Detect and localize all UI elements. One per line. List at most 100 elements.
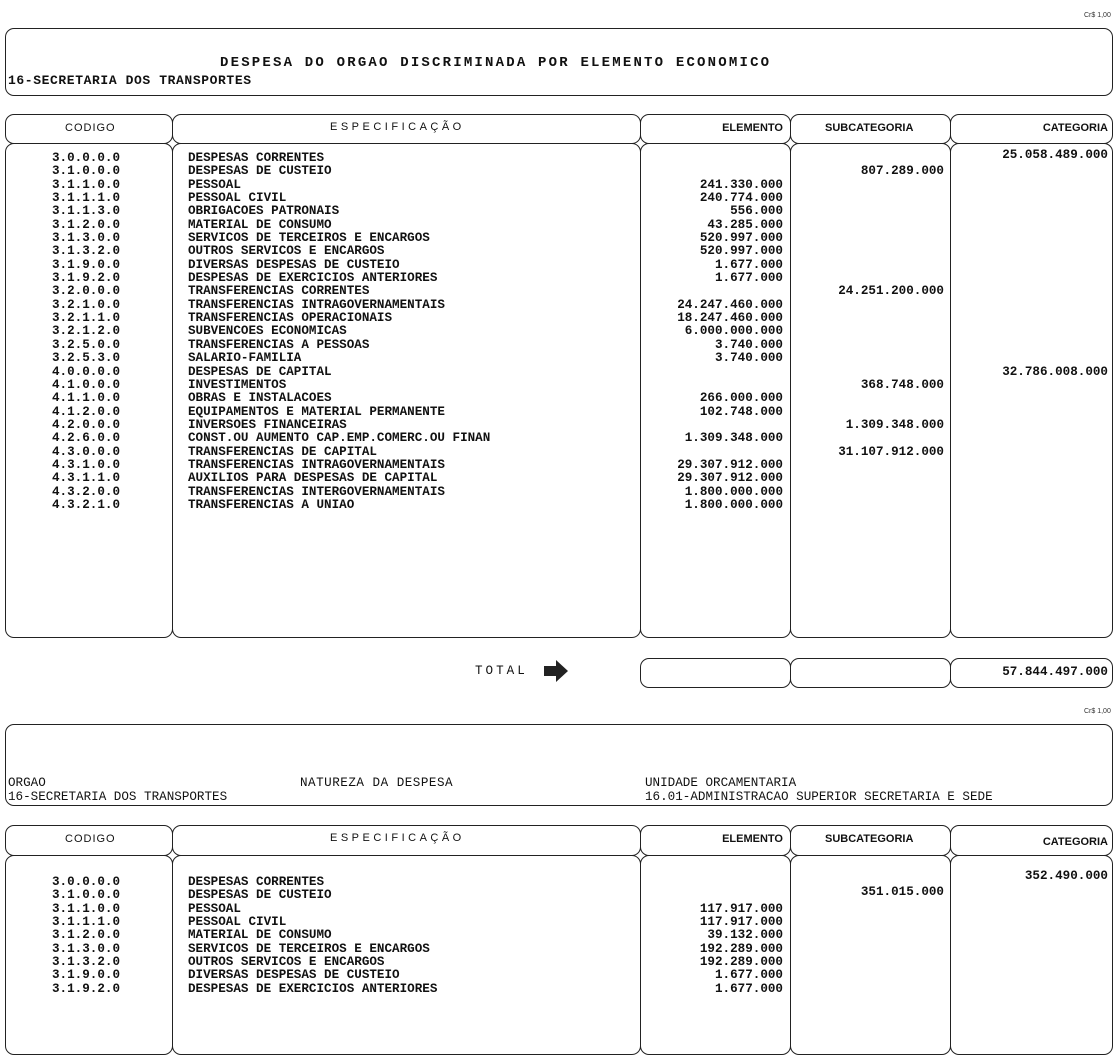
- table-row: 3.1.0.0.0 DESPESAS DE CUSTEIO 351.015.000: [0, 885, 1116, 903]
- table2-body: 3.0.0.0.0 DESPESAS CORRENTES 352.490.000 3.…: [0, 869, 1116, 996]
- cell-elemento: 241.330.000: [699, 177, 783, 192]
- cell-especificacao: TRANSFERENCIAS DE CAPITAL: [188, 444, 377, 459]
- cell-especificacao: SALARIO-FAMILIA: [188, 351, 302, 366]
- cell-especificacao: TRANSFERENCIAS A PESSOAS: [188, 337, 370, 352]
- table-row: 3.1.1.1.0 PESSOAL CIVIL 117.917.000: [0, 915, 1116, 930]
- table-row: 4.3.2.0.0 TRANSFERENCIAS INTERGOVERNAMENT…: [0, 484, 1116, 499]
- cell-especificacao: PESSOAL CIVIL: [188, 915, 287, 930]
- cell-elemento: 1.677.000: [714, 981, 783, 996]
- cell-elemento: 29.307.912.000: [677, 457, 783, 472]
- cell-codigo: 3.1.9.2.0: [52, 981, 121, 996]
- table-row: 3.1.3.2.0 OUTROS SERVICOS E ENCARGOS 192.2…: [0, 955, 1116, 970]
- cell-especificacao: TRANSFERENCIAS INTRAGOVERNAMENTAIS: [188, 297, 445, 312]
- table-row: 3.0.0.0.0 DESPESAS CORRENTES 25.058.489.00…: [0, 148, 1116, 165]
- cell-elemento: 266.000.000: [699, 391, 783, 406]
- unit-label-2: Cr$ 1,00: [1084, 708, 1111, 715]
- table-row: 3.1.9.2.0 DESPESAS DE EXERCICIOS ANTERIOR…: [0, 271, 1116, 286]
- cell-elemento: 3.740.000: [714, 351, 783, 366]
- cell-codigo: 3.1.3.0.0: [52, 231, 121, 246]
- total-subcategoria-box: [790, 658, 951, 688]
- cell-codigo: 4.3.2.1.0: [52, 497, 121, 512]
- cell-elemento: 117.917.000: [699, 901, 783, 916]
- cell-elemento: 520.997.000: [699, 231, 783, 246]
- column-categoria: [950, 143, 1113, 638]
- table-row: 4.2.0.0.0 INVERSOES FINANCEIRAS 1.309.348.…: [0, 417, 1116, 432]
- header-especificacao: ESPECIFICAÇÃO: [330, 121, 465, 133]
- table-row: 4.1.1.0.0 OBRAS E INSTALACOES 266.000.000: [0, 391, 1116, 406]
- cell-codigo: 3.2.1.1.0: [52, 311, 121, 326]
- table-row: 3.1.3.0.0 SERVICOS DE TERCEIROS E ENCARGO…: [0, 941, 1116, 956]
- cell-codigo: 3.1.1.1.0: [52, 191, 121, 206]
- header-subcategoria: SUBCATEGORIA: [825, 122, 914, 134]
- cell-elemento: 1.800.000.000: [684, 497, 783, 512]
- cell-codigo: 4.3.1.0.0: [52, 457, 121, 472]
- cell-especificacao: SERVICOS DE TERCEIROS E ENCARGOS: [188, 941, 430, 956]
- cell-elemento: 520.997.000: [699, 244, 783, 259]
- cell-elemento: 24.247.460.000: [677, 297, 783, 312]
- cell-codigo: 4.2.6.0.0: [52, 431, 121, 446]
- cell-especificacao: SUBVENCOES ECONOMICAS: [188, 324, 347, 339]
- table-row: 3.0.0.0.0 DESPESAS CORRENTES 352.490.000: [0, 869, 1116, 889]
- table-row: 3.2.5.0.0 TRANSFERENCIAS A PESSOAS 3.740.0…: [0, 337, 1116, 352]
- cell-subcategoria: 24.251.200.000: [838, 284, 944, 299]
- cell-especificacao: OUTROS SERVICOS E ENCARGOS: [188, 955, 385, 970]
- cell-codigo: 3.0.0.0.0: [52, 875, 121, 889]
- cell-especificacao: INVERSOES FINANCEIRAS: [188, 417, 347, 432]
- unit-label: Cr$ 1,00: [1084, 12, 1111, 19]
- cell-codigo: 3.2.5.0.0: [52, 337, 121, 352]
- cell-elemento: 1.309.348.000: [684, 431, 783, 446]
- cell-codigo: 3.1.0.0.0: [52, 888, 121, 903]
- table-row: 3.2.1.0.0 TRANSFERENCIAS INTRAGOVERNAMENT…: [0, 297, 1116, 312]
- cell-codigo: 3.1.3.2.0: [52, 244, 121, 259]
- header2-categoria: CATEGORIA: [1042, 836, 1108, 848]
- cell-especificacao: DESPESAS DE CUSTEIO: [188, 164, 332, 179]
- total-categoria-box: [950, 658, 1113, 688]
- table-row: 4.3.1.1.0 AUXILIOS PARA DESPESAS DE CAPIT…: [0, 471, 1116, 485]
- cell-elemento: 1.800.000.000: [684, 484, 783, 499]
- table-row: 4.3.0.0.0 TRANSFERENCIAS DE CAPITAL 31.107…: [0, 444, 1116, 459]
- cell-codigo: 3.1.1.0.0: [52, 177, 121, 192]
- cell-especificacao: OBRAS E INSTALACOES: [188, 391, 332, 406]
- cell-especificacao: OUTROS SERVICOS E ENCARGOS: [188, 244, 385, 259]
- total-elemento-box: [640, 658, 791, 688]
- table-row: 3.1.3.2.0 OUTROS SERVICOS E ENCARGOS 520.9…: [0, 244, 1116, 259]
- cell-subcategoria: 31.107.912.000: [838, 444, 944, 459]
- cell-especificacao: DESPESAS DE CUSTEIO: [188, 888, 332, 903]
- table-row: 3.2.1.1.0 TRANSFERENCIAS OPERACIONAIS 18.2…: [0, 311, 1116, 326]
- orgao-name-2: 16-SECRETARIA DOS TRANSPORTES: [8, 790, 228, 804]
- cell-categoria: 25.058.489.000: [1002, 148, 1108, 162]
- cell-especificacao: INVESTIMENTOS: [188, 377, 287, 392]
- cell-codigo: 4.0.0.0.0: [52, 364, 121, 379]
- table-row: 4.0.0.0.0 DESPESAS DE CAPITAL 32.786.008.0…: [0, 364, 1116, 379]
- cell-especificacao: PESSOAL: [188, 901, 241, 916]
- cell-codigo: 4.2.0.0.0: [52, 417, 121, 432]
- cell-codigo: 3.2.1.2.0: [52, 324, 121, 339]
- cell-codigo: 3.1.9.0.0: [52, 257, 121, 272]
- cell-especificacao: SERVICOS DE TERCEIROS E ENCARGOS: [188, 231, 430, 246]
- header-elemento: ELEMENTO: [722, 122, 783, 134]
- table-row: 4.3.1.0.0 TRANSFERENCIAS INTRAGOVERNAMENT…: [0, 457, 1116, 472]
- cell-especificacao: CONST.OU AUMENTO CAP.EMP.COMERC.OU FINAN: [188, 431, 491, 446]
- cell-codigo: 3.1.1.1.0: [52, 915, 121, 930]
- arrow-right-icon: [544, 660, 568, 682]
- unidade-name: 16.01-ADMINISTRACAO SUPERIOR SECRETARIA …: [645, 790, 993, 804]
- orgao-name: 16-SECRETARIA DOS TRANSPORTES: [8, 73, 252, 88]
- total-label: TOTAL: [475, 664, 528, 678]
- cell-elemento: 43.285.000: [707, 217, 783, 232]
- cell-codigo: 3.1.3.2.0: [52, 955, 121, 970]
- orgao-label: ORGAO: [8, 776, 46, 790]
- cell-especificacao: DESPESAS DE CAPITAL: [188, 364, 332, 379]
- cell-subcategoria: 1.309.348.000: [845, 417, 944, 432]
- cell-codigo: 3.1.9.0.0: [52, 968, 121, 983]
- cell-codigo: 3.1.2.0.0: [52, 928, 121, 943]
- table-row: 3.1.9.2.0 DESPESAS DE EXERCICIOS ANTERIOR…: [0, 981, 1116, 996]
- cell-especificacao: TRANSFERENCIAS OPERACIONAIS: [188, 311, 393, 326]
- cell-especificacao: MATERIAL DE CONSUMO: [188, 928, 332, 943]
- report-header-box-2: [5, 724, 1113, 806]
- total-categoria: 57.844.497.000: [1002, 665, 1108, 679]
- cell-elemento: 1.677.000: [714, 257, 783, 272]
- cell-elemento: 1.677.000: [714, 271, 783, 286]
- table-row: 3.1.2.0.0 MATERIAL DE CONSUMO 39.132.000: [0, 928, 1116, 943]
- table-row: 3.2.5.3.0 SALARIO-FAMILIA 3.740.000: [0, 351, 1116, 366]
- cell-codigo: 4.3.2.0.0: [52, 484, 121, 499]
